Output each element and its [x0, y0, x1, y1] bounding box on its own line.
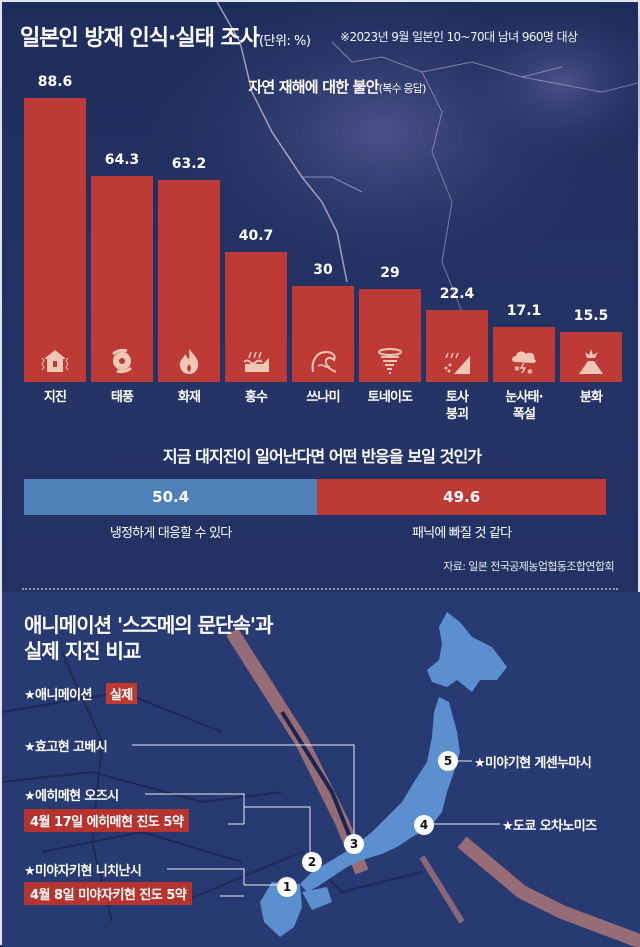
- bar-label: 태풍: [110, 390, 134, 405]
- panic-segment: 49.6: [317, 479, 606, 515]
- survey-note: ※2023년 9월 일본인 10~70대 남녀 960명 대상: [340, 30, 578, 44]
- landslide-icon: [442, 346, 472, 376]
- title-text: 일본인 방재 인식·실태 조사: [20, 26, 260, 51]
- section2-title: 애니메이션 '스즈메의 문단속'과 실제 지진 비교: [24, 612, 273, 664]
- page-title: 일본인 방재 인식·실태 조사(단위: %): [20, 20, 311, 52]
- earthquake-house-icon: [40, 346, 70, 376]
- bar-3: [158, 180, 220, 382]
- map-marker-2: 2: [302, 852, 322, 872]
- chart1-title: 자연 재해에 대한 불안(복수 응답): [2, 76, 640, 97]
- bar-value: 63.2: [171, 156, 207, 172]
- bar-label: 눈사태· 폭설: [505, 390, 543, 422]
- flood-icon: [241, 346, 271, 376]
- bar-8: ✱ ✱: [493, 327, 555, 382]
- section2-title-line2: 실제 지진 비교: [24, 639, 141, 663]
- bar-label: 쓰나미: [306, 390, 340, 405]
- typhoon-icon: [107, 346, 137, 376]
- bar-9: [560, 332, 622, 382]
- place-label-5: ★미야기현 게센누마시: [474, 756, 592, 771]
- panic-label: 패닉에 빠질 것 같다: [412, 526, 512, 541]
- bar-label: 홍수: [244, 390, 268, 405]
- bar-label: 토사 붕괴: [445, 390, 469, 422]
- bar-6: [359, 289, 421, 382]
- place-label-3: ★효고현 고베시: [24, 740, 108, 755]
- tornado-icon: [375, 346, 405, 376]
- map-marker-5: 5: [438, 751, 458, 771]
- bar-value: 30: [313, 262, 333, 278]
- chart1-title-text: 자연 재해에 대한 불안: [248, 78, 379, 96]
- chart1-subtitle: (복수 응답): [378, 82, 427, 95]
- tsunami-wave-icon: [308, 346, 338, 376]
- map-marker-1: 1: [277, 877, 297, 897]
- source-note: 자료: 일본 전국공제농업협동조합연합회: [443, 560, 614, 573]
- map-legend: ★애니메이션 실제: [24, 683, 137, 704]
- bar-value: 88.6: [37, 74, 73, 90]
- bar-1: [24, 98, 86, 382]
- bar-4: [225, 252, 287, 382]
- place-label-1: ★미야자키현 니치난시: [24, 864, 142, 879]
- bar-value: 22.4: [439, 286, 475, 302]
- real-quake-badge-1: 4월 8일 미야자키현 진도 5약: [24, 882, 193, 905]
- fire-icon: [174, 346, 204, 376]
- bar-value: 29: [380, 265, 400, 281]
- bar-value: 17.1: [506, 303, 542, 319]
- unit-label: (단위: %): [258, 34, 311, 49]
- bar-value: 15.5: [573, 308, 609, 324]
- svg-text:✱: ✱: [527, 368, 533, 376]
- bar-value: 40.7: [238, 228, 274, 244]
- bar-2: [91, 176, 153, 382]
- snowstorm-icon: ✱ ✱: [509, 346, 539, 376]
- section-divider: [22, 588, 618, 590]
- map-marker-4: 4: [414, 815, 434, 835]
- svg-text:✱: ✱: [514, 365, 520, 373]
- map-marker-3: 3: [344, 834, 364, 854]
- reaction-labels: 냉정하게 대응할 수 있다 패닉에 빠질 것 같다: [24, 522, 606, 541]
- bar-label: 화재: [177, 390, 201, 405]
- volcano-icon: [576, 346, 606, 376]
- bar-7: [426, 310, 488, 382]
- chart2-title: 지금 대지진이 일어난다면 어떤 반응을 보일 것인가: [162, 447, 482, 466]
- calm-segment: 50.4: [24, 479, 318, 515]
- place-label-4: ★도쿄 오차노미즈: [502, 819, 597, 834]
- bar-value: 64.3: [104, 152, 140, 168]
- place-label-2: ★에히메현 오즈시: [24, 789, 119, 804]
- bar-label: 분화: [579, 390, 603, 405]
- japan-map-section: [2, 592, 640, 947]
- section2-title-line1: 애니메이션 '스즈메의 문단속'과: [24, 613, 273, 637]
- calm-label: 냉정하게 대응할 수 있다: [109, 526, 232, 541]
- disaster-anxiety-bar-chart: 88.6 지진 64.3 태풍 63.2 화재 40.7 홍수 30 쓰나미 29 토네이도 22.4 토…: [2, 2, 640, 432]
- bar-5: [292, 286, 354, 382]
- japan-map: [2, 592, 640, 947]
- bar-label: 토네이도: [367, 390, 413, 405]
- legend-animation: ★애니메이션: [24, 688, 92, 703]
- real-quake-badge-2: 4월 17일 에히메현 진도 5약: [24, 809, 190, 832]
- legend-real: 실제: [105, 683, 137, 704]
- bar-label: 지진: [43, 390, 67, 405]
- reaction-split-bar: 50.4 49.6: [24, 479, 606, 515]
